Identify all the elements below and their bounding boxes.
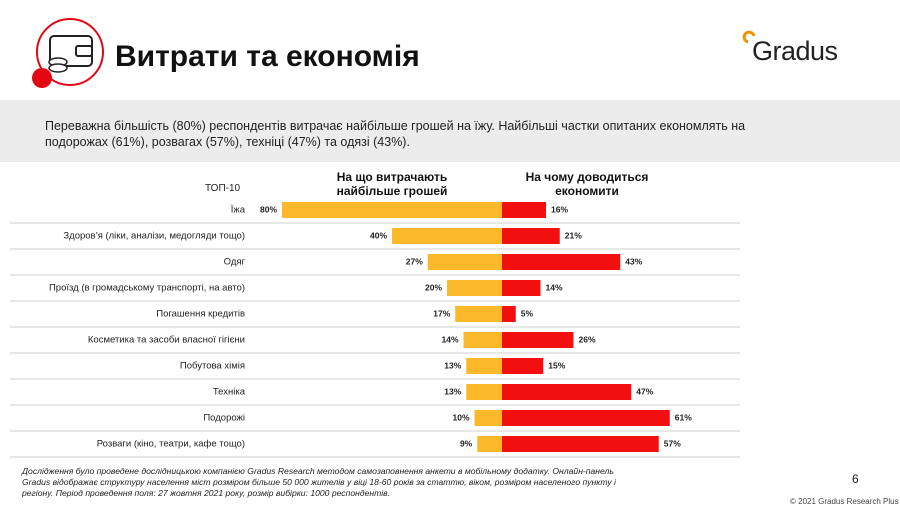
- summary: Переважна більшість (80%) респондентів в…: [45, 119, 746, 149]
- bar: [477, 436, 502, 452]
- bar: [502, 332, 574, 348]
- series-header: На чому доводиться економити: [525, 170, 649, 198]
- series-header: На що витрачають найбільше грошей: [336, 170, 448, 198]
- copyright: © 2021 Gradus Research Plus: [790, 497, 899, 506]
- category-label: Подорожі: [203, 413, 245, 424]
- category-label: Косметика та засоби власної гігієни: [88, 335, 245, 346]
- bar: [455, 306, 502, 322]
- value-label: 57%: [664, 438, 681, 448]
- icon-dot: [32, 68, 52, 88]
- bar: [466, 358, 502, 374]
- bar: [502, 202, 546, 218]
- value-label: 21%: [565, 230, 582, 240]
- category-label: Розваги (кіно, театри, кафе тощо): [97, 439, 245, 450]
- value-label: 80%: [260, 204, 277, 214]
- title: Витрати та економія: [115, 40, 420, 73]
- icon-coins: [48, 63, 68, 73]
- value-label: 47%: [636, 386, 653, 396]
- value-label: 16%: [551, 204, 568, 214]
- bar: [502, 228, 560, 244]
- bar: [502, 306, 516, 322]
- bar: [392, 228, 502, 244]
- logo-mark: [742, 30, 756, 44]
- value-label: 27%: [406, 256, 423, 266]
- value-label: 15%: [548, 360, 565, 370]
- value-label: 40%: [370, 230, 387, 240]
- category-label: Побутова хімія: [180, 361, 245, 372]
- page-number: 6: [852, 472, 859, 486]
- value-label: 10%: [452, 412, 469, 422]
- value-label: 9%: [460, 438, 473, 448]
- category-label: Проїзд (в громадському транспорті, на ав…: [49, 283, 245, 294]
- value-label: 13%: [444, 386, 461, 396]
- logo: Gradus: [752, 36, 838, 66]
- category-label: Техніка: [213, 387, 246, 398]
- summary-band: [0, 100, 900, 162]
- footnote: Дослідження було проведене дослідницькою…: [22, 466, 616, 498]
- bar: [463, 332, 502, 348]
- bar: [474, 410, 502, 426]
- bar: [502, 384, 632, 400]
- value-label: 5%: [521, 308, 534, 318]
- bar: [502, 410, 670, 426]
- value-label: 20%: [425, 282, 442, 292]
- value-label: 17%: [433, 308, 450, 318]
- value-label: 26%: [579, 334, 596, 344]
- value-label: 61%: [675, 412, 692, 422]
- value-label: 14%: [546, 282, 563, 292]
- bar: [502, 254, 621, 270]
- icon-ring: [36, 18, 104, 86]
- value-label: 14%: [441, 334, 458, 344]
- category-label: Погашення кредитів: [156, 309, 245, 320]
- category-label: Їжа: [231, 205, 246, 216]
- value-label: 43%: [625, 256, 642, 266]
- category-label: Одяг: [224, 257, 246, 268]
- bar: [427, 254, 502, 270]
- category-header: ТОП-10: [205, 183, 241, 194]
- bar: [502, 358, 544, 374]
- bar: [466, 384, 502, 400]
- category-label: Здоров’я (ліки, аналізи, медогляди тощо): [63, 231, 245, 242]
- bar: [502, 436, 659, 452]
- bar: [282, 202, 502, 218]
- bar: [502, 280, 541, 296]
- bar: [447, 280, 502, 296]
- icon-clasp: [75, 45, 93, 57]
- value-label: 13%: [444, 360, 461, 370]
